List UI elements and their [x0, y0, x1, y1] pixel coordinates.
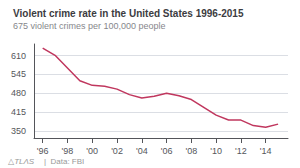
- svg-text:'10: '10: [210, 146, 222, 156]
- svg-text:415: 415: [11, 107, 26, 117]
- svg-text:Violent crime rate in the Unit: Violent crime rate in the United States …: [13, 8, 244, 19]
- svg-text:'06: '06: [161, 146, 173, 156]
- svg-text:480: 480: [11, 88, 26, 98]
- svg-text:'14: '14: [260, 146, 272, 156]
- svg-text:'12: '12: [235, 146, 247, 156]
- svg-text:△TLΛS: △TLΛS: [8, 157, 35, 166]
- svg-text:'08: '08: [185, 146, 197, 156]
- svg-text:350: 350: [11, 126, 26, 136]
- svg-text:| Data: FBI: | Data: FBI: [44, 157, 84, 166]
- svg-text:'02: '02: [111, 146, 123, 156]
- svg-text:610: 610: [11, 51, 26, 61]
- svg-text:'04: '04: [136, 146, 148, 156]
- svg-text:'00: '00: [86, 146, 98, 156]
- svg-text:'96: '96: [37, 146, 49, 156]
- svg-text:675 violent crimes per 100,000: 675 violent crimes per 100,000 people: [13, 21, 166, 31]
- svg-text:545: 545: [11, 69, 26, 79]
- svg-text:'98: '98: [62, 146, 74, 156]
